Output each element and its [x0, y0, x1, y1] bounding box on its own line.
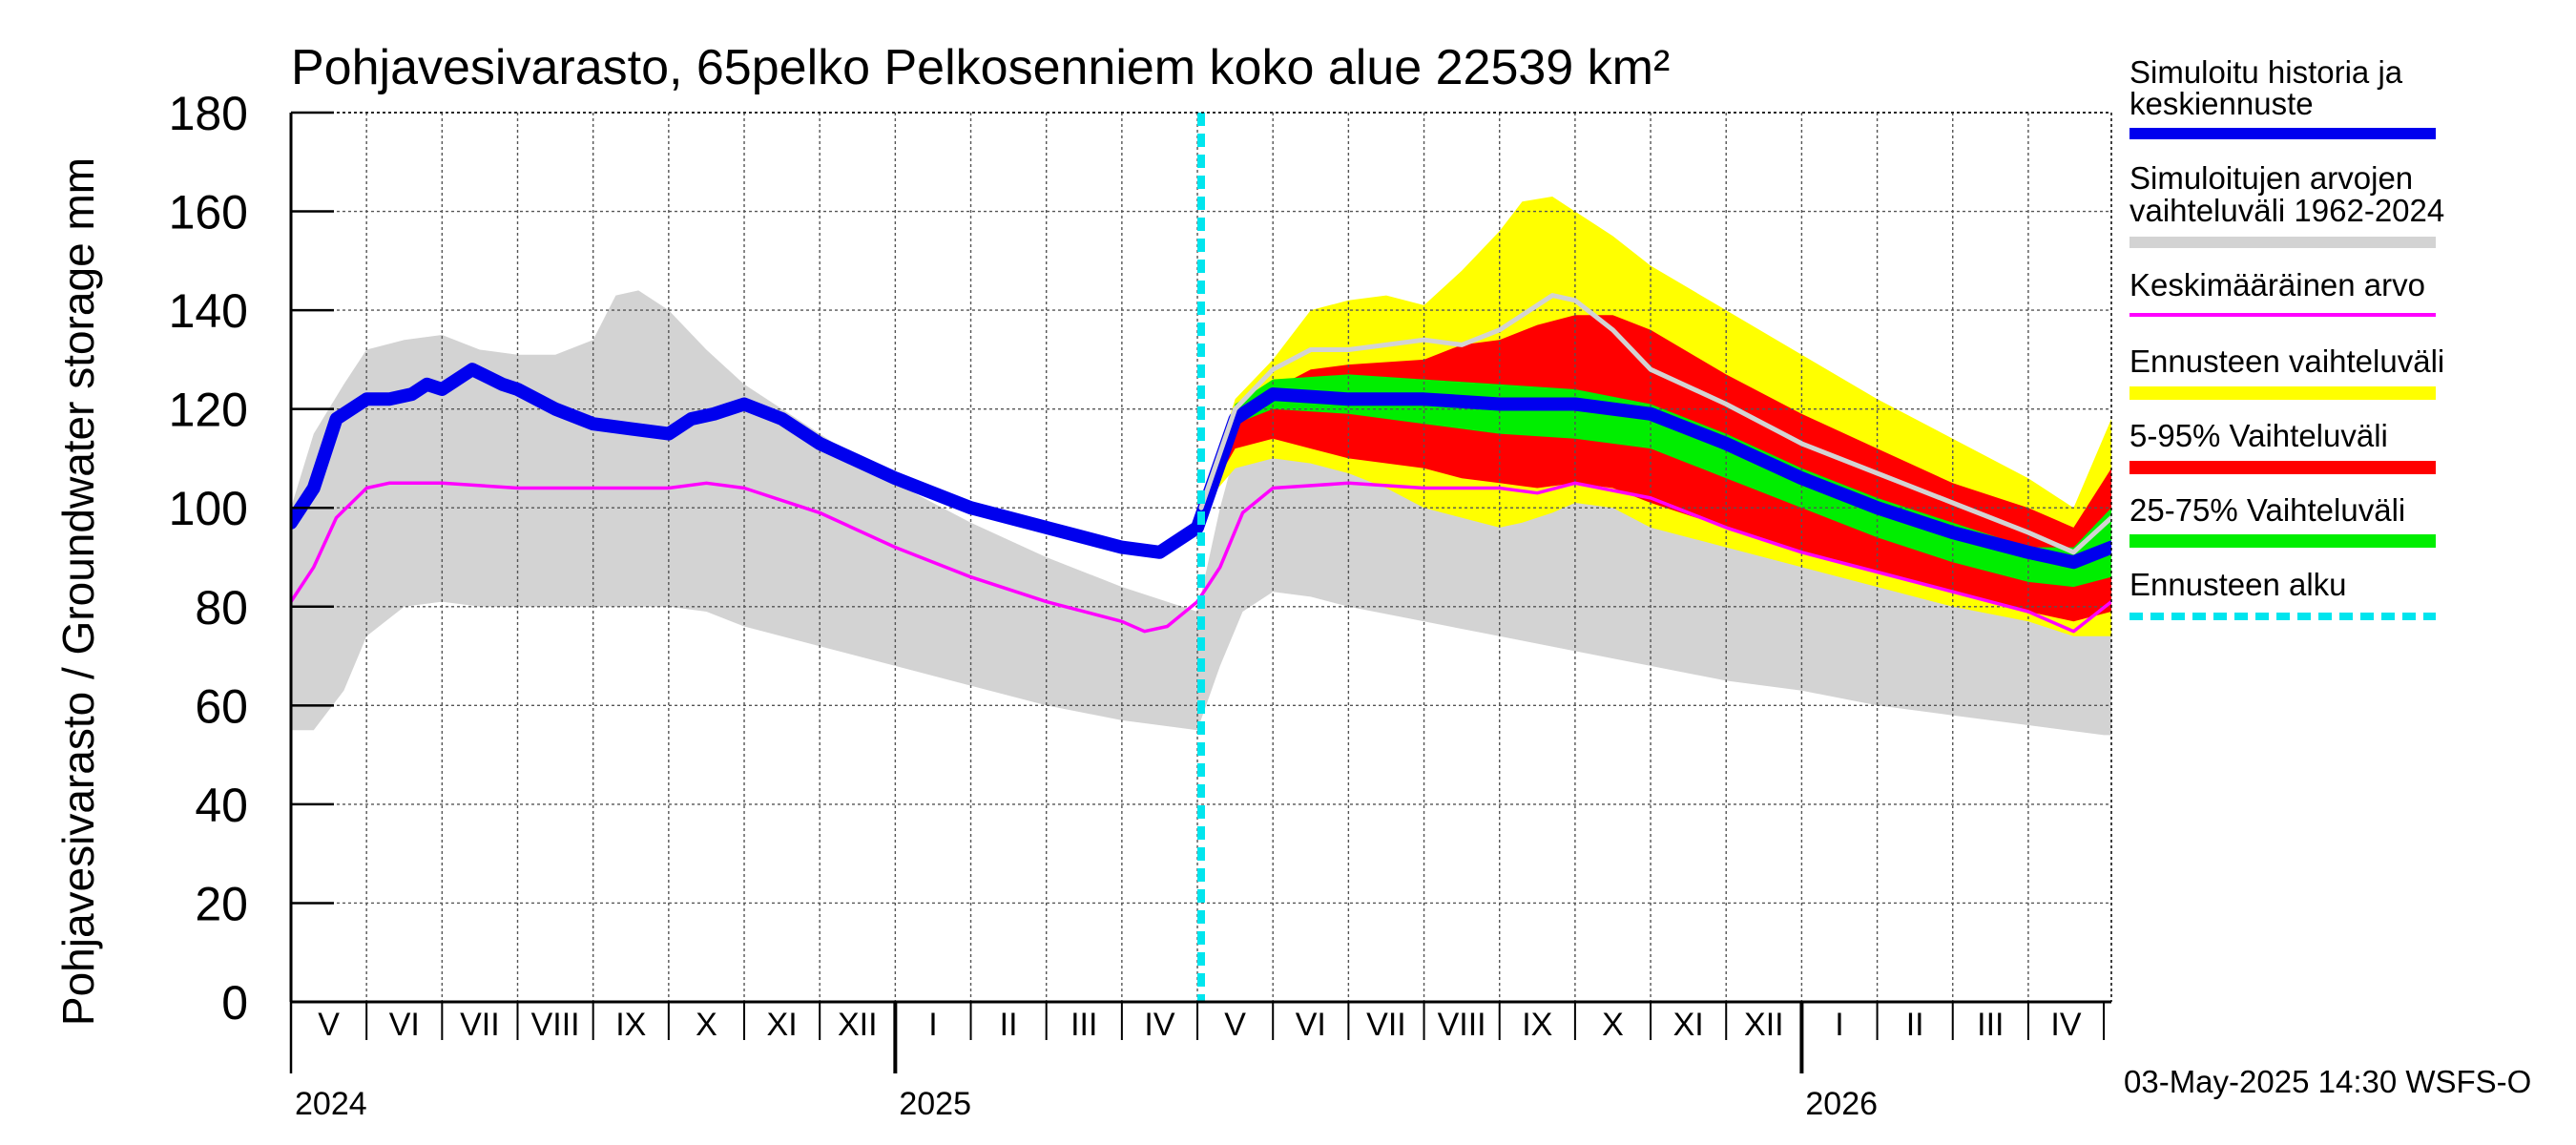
footer-timestamp: 03-May-2025 14:30 WSFS-O [2124, 1064, 2531, 1099]
x-month-label: XII [838, 1007, 878, 1043]
x-month-label: IV [2050, 1007, 2081, 1043]
x-month-label: VIII [1438, 1007, 1486, 1043]
band-25-75-vaihteluv-li [1201, 374, 2111, 588]
legend-label-mean: Keskimääräinen arvo [2129, 267, 2425, 302]
y-tick-label: 60 [195, 679, 248, 733]
legend: Simuloitu historia ja keskiennuste Simul… [2129, 54, 2444, 620]
legend-label-forecast-range: Ennusteen vaihteluväli [2129, 344, 2444, 379]
y-tick-label: 100 [169, 482, 248, 535]
x-axis: V VI VII VIII IX X XI XII I II III IV V VI VII VIII IX X X… [289, 1002, 2106, 1122]
series-simuloitu-median-viiva [1198, 293, 2111, 555]
series-keskim-r-inen-arvo [291, 481, 2111, 634]
x-month-label: III [1070, 1007, 1097, 1043]
y-tick-label: 120 [169, 384, 248, 437]
axes-layer: 0 20 40 60 80 100 120 140 160 180 [169, 87, 2112, 1030]
chart-title: Pohjavesivarasto, 65pelko Pelkosenniem k… [291, 40, 1670, 95]
x-year-label: 2026 [1805, 1086, 1878, 1122]
x-year-label: 2024 [295, 1086, 367, 1122]
y-tick-label: 160 [169, 186, 248, 239]
x-month-label: XI [767, 1007, 798, 1043]
y-tick-label: 80 [195, 581, 248, 635]
legend-label-5-95: 5-95% Vaihteluväli [2129, 418, 2388, 453]
x-month-label: I [1835, 1007, 1843, 1043]
y-tick-label: 180 [169, 87, 248, 140]
series-simuloitu-historia-ja-keskiennuste [291, 363, 2111, 570]
x-month-label: I [928, 1007, 937, 1043]
x-month-label: III [1977, 1007, 2004, 1043]
x-month-label: IV [1144, 1007, 1174, 1043]
x-month-label: II [1000, 1007, 1018, 1043]
x-month-label: XI [1673, 1007, 1704, 1043]
x-month-label: X [1602, 1007, 1624, 1043]
x-month-label: II [1906, 1007, 1924, 1043]
x-month-label: VIII [531, 1007, 580, 1043]
line-layer [291, 113, 2111, 1002]
legend-label-forecast-start: Ennusteen alku [2129, 567, 2347, 602]
y-axis-label: Pohjavesivarasto / Groundwater storage m… [53, 157, 103, 1026]
legend-label-range-1: Simuloitujen arvojen [2129, 160, 2413, 196]
y-tick-label: 0 [221, 976, 248, 1030]
x-month-label: X [696, 1007, 717, 1043]
x-month-label: V [318, 1007, 340, 1043]
x-month-label: V [1224, 1007, 1246, 1043]
legend-label-range-2: vaihteluväli 1962-2024 [2129, 193, 2444, 228]
legend-label-history-2: keskiennuste [2129, 86, 2314, 121]
band-layer [291, 197, 2111, 736]
x-month-label: IX [615, 1007, 646, 1043]
x-month-label: VI [1296, 1007, 1326, 1043]
y-tick-label: 20 [195, 877, 248, 930]
legend-label-history-1: Simuloitu historia ja [2129, 54, 2403, 90]
y-tick-label: 40 [195, 779, 248, 832]
x-month-label: IX [1522, 1007, 1552, 1043]
y-tick-label: 140 [169, 284, 248, 338]
x-month-label: VII [460, 1007, 500, 1043]
x-year-label: 2025 [899, 1086, 971, 1122]
x-month-label: VII [1366, 1007, 1406, 1043]
x-month-label: VI [389, 1007, 420, 1043]
x-month-label: XII [1744, 1007, 1784, 1043]
legend-label-25-75: 25-75% Vaihteluväli [2129, 492, 2405, 528]
